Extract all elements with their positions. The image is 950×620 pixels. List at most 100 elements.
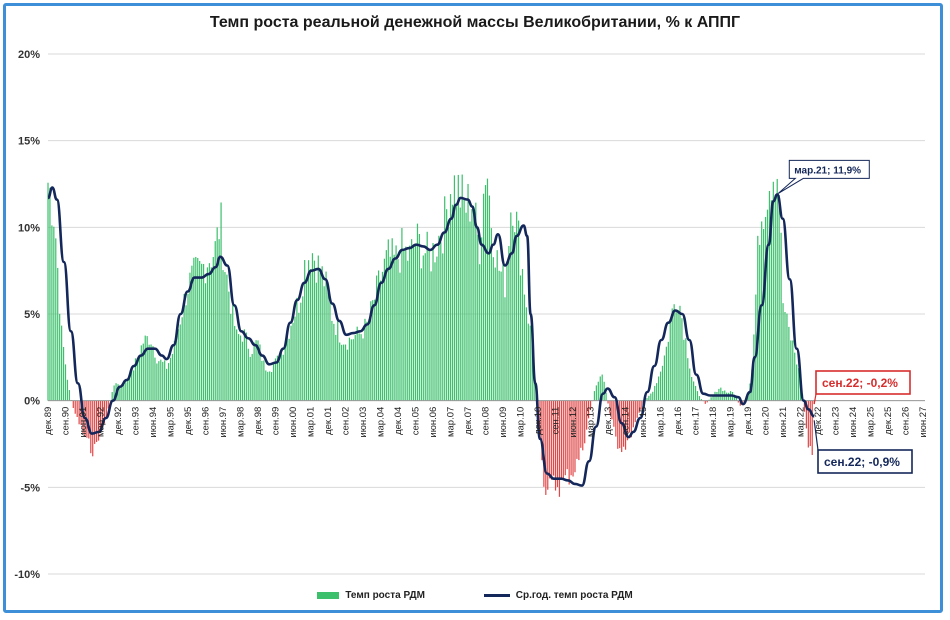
bar (107, 400, 109, 409)
bar (156, 363, 158, 401)
bar (512, 225, 514, 401)
bar (329, 301, 331, 401)
bar (381, 271, 384, 401)
x-tick-label: мар.98 (236, 407, 247, 437)
bar (407, 260, 409, 401)
bar (475, 202, 477, 401)
bar (648, 395, 650, 401)
bar (572, 400, 574, 477)
bar (656, 383, 658, 401)
bar (274, 358, 277, 401)
bar (434, 262, 436, 401)
bar (210, 267, 212, 401)
bar (389, 256, 391, 401)
bar (383, 258, 386, 401)
bar (576, 400, 578, 459)
bar (166, 368, 168, 401)
line-series (47, 186, 815, 487)
bar (757, 235, 759, 401)
bar (230, 313, 232, 401)
bar (309, 269, 312, 401)
bar (735, 398, 737, 401)
bar (621, 400, 623, 453)
bar (482, 193, 485, 401)
bar (669, 322, 671, 401)
bar (599, 376, 601, 401)
bar (214, 241, 216, 401)
bar (66, 379, 69, 401)
bar (778, 195, 780, 401)
bar (574, 400, 576, 473)
bar (607, 400, 609, 404)
bar (696, 391, 699, 401)
bar (510, 212, 512, 401)
bar (619, 400, 621, 449)
bar (78, 400, 80, 425)
bar (693, 381, 695, 401)
bar (451, 204, 454, 401)
bar (62, 346, 65, 401)
bar (387, 239, 389, 401)
bar (146, 336, 148, 401)
bar (325, 271, 327, 401)
legend-swatch-line (483, 593, 510, 597)
bar (774, 194, 776, 401)
bar (393, 254, 395, 401)
bar (403, 248, 405, 401)
x-tick-label: сен.14 (621, 407, 632, 436)
y-tick-label: 5% (24, 309, 40, 321)
bar (57, 267, 59, 401)
bar (265, 370, 267, 401)
bar (646, 398, 648, 401)
bar (306, 278, 308, 401)
bar (446, 209, 448, 401)
callout-box-navy (817, 449, 913, 474)
bar (471, 209, 473, 401)
bar (222, 270, 224, 401)
bar (519, 275, 522, 401)
bar (457, 174, 459, 401)
bar (397, 259, 399, 401)
bar (566, 400, 568, 470)
bar (508, 245, 510, 401)
x-tick-label: сен.02 (341, 407, 352, 436)
annotations: мар.21; 11,9% сен.22; -0,2% сен.22; -0,9% (777, 159, 913, 474)
bar (770, 200, 772, 401)
bar (521, 268, 524, 401)
bar (683, 339, 685, 401)
bar (652, 391, 654, 401)
bar (344, 344, 347, 401)
bar (792, 340, 794, 401)
bar (798, 368, 800, 401)
bar (498, 270, 500, 401)
bar (479, 264, 481, 401)
bar (541, 400, 543, 461)
x-axis-ticks: дек.89 сен.90 июн.91 мар.92 дек.92 сен.93 июн.… (43, 407, 929, 438)
bar (247, 348, 249, 401)
bar (202, 263, 205, 401)
callout-box-red (815, 370, 911, 395)
bar (131, 367, 133, 401)
bar (615, 400, 617, 437)
bar (628, 400, 631, 433)
bar (319, 272, 321, 401)
bar (658, 376, 660, 401)
bar (167, 363, 170, 401)
bar (364, 318, 366, 401)
bar (175, 338, 177, 401)
bar (385, 250, 387, 401)
bar (368, 319, 370, 401)
x-tick-label: мар.25 (866, 407, 877, 437)
x-tick-label: сен.05 (411, 407, 422, 436)
bar (564, 400, 566, 476)
bar (691, 376, 693, 401)
bar (282, 354, 284, 401)
bar (461, 174, 463, 401)
bar (366, 321, 368, 401)
bar (204, 283, 207, 401)
bar (348, 337, 351, 401)
bar (694, 385, 697, 401)
x-tick-label: дек.13 (603, 407, 614, 435)
bar (516, 211, 518, 401)
bar (372, 300, 374, 401)
